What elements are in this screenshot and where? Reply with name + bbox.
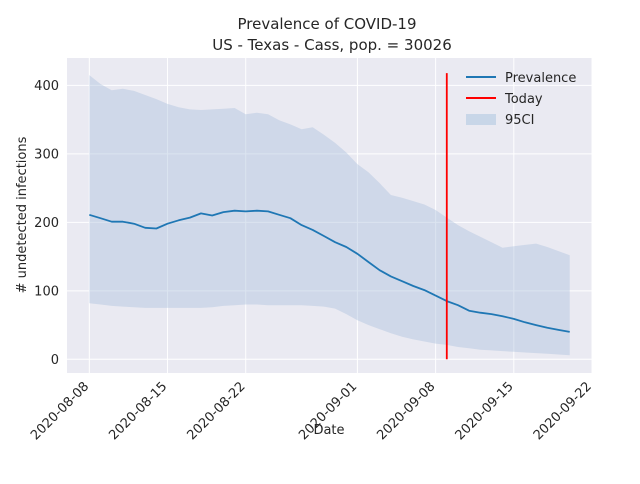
grid-lines	[67, 58, 593, 373]
y-tick-label: 100	[34, 284, 59, 299]
legend-prevalence-label: Prevalence	[505, 71, 576, 86]
x-tick-label: 2020-09-15	[453, 379, 517, 443]
ci-band-95	[89, 75, 570, 356]
x-axis-label: Date	[313, 423, 344, 438]
x-tick-label: 2020-09-22	[531, 379, 595, 443]
chart-subtitle: US - Texas - Cass, pop. = 30026	[212, 36, 452, 54]
legend-today-label: Today	[504, 92, 543, 107]
y-tick-label: 300	[34, 147, 59, 162]
x-tick-label: 2020-08-15	[106, 379, 170, 443]
series-line-layer	[89, 73, 570, 360]
x-tick-label: 2020-08-08	[28, 379, 92, 443]
x-tick-labels: 2020-08-08 2020-08-15 2020-08-22 2020-09-01…	[28, 379, 595, 443]
x-tick-label: 2020-08-22	[185, 379, 249, 443]
x-tick-label: 2020-09-08	[374, 379, 438, 443]
y-tick-label: 200	[34, 216, 59, 231]
legend-95ci-label: 95CI	[505, 113, 534, 128]
y-tick-label: 400	[34, 79, 59, 94]
chart-title: Prevalence of COVID-19	[237, 15, 416, 33]
legend-95ci-swatch	[466, 114, 496, 125]
y-tick-labels: 0 100 200 300 400	[34, 79, 59, 368]
legend: Prevalence Today 95CI	[466, 71, 576, 128]
ci-band-layer	[89, 75, 570, 356]
prevalence-line	[89, 209, 570, 333]
y-tick-label: 0	[51, 353, 59, 368]
plot-background	[67, 58, 592, 373]
y-axis-label: # undetected infections	[15, 136, 30, 293]
